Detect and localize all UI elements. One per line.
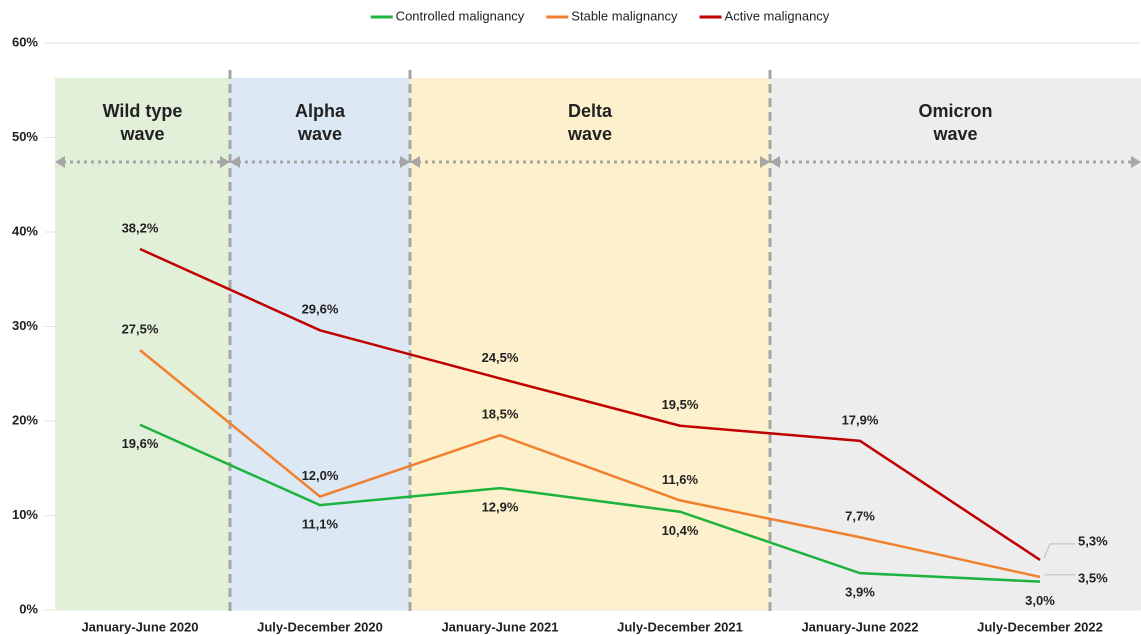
x-tick-label: January-June 2022	[801, 619, 918, 634]
legend-label: Active malignancy	[725, 8, 830, 23]
data-label: 12,0%	[302, 468, 339, 483]
x-tick-label: July-December 2022	[977, 619, 1103, 634]
data-label: 19,5%	[662, 397, 699, 412]
y-tick-label: 20%	[12, 412, 38, 427]
data-label: 17,9%	[842, 412, 879, 427]
data-label: 3,5%	[1078, 570, 1108, 585]
wave-label: wave	[567, 124, 612, 144]
data-label: 38,2%	[122, 220, 159, 235]
x-tick-label: January-June 2021	[441, 619, 558, 634]
series-line	[139, 247, 1041, 561]
data-label: 18,5%	[482, 407, 519, 422]
data-label: 29,6%	[302, 302, 339, 317]
y-tick-label: 0%	[19, 601, 38, 616]
wave-region	[410, 78, 770, 610]
data-label: 11,1%	[302, 517, 339, 532]
x-tick-label: July-December 2021	[617, 619, 743, 634]
series-line	[139, 349, 1041, 579]
data-label: 27,5%	[122, 322, 159, 337]
wave-label: wave	[297, 124, 342, 144]
wave-label: Wild type	[103, 101, 183, 121]
wave-label: Omicron	[918, 101, 992, 121]
x-tick-label: July-December 2020	[257, 619, 383, 634]
y-tick-label: 60%	[12, 34, 38, 49]
wave-region	[230, 78, 410, 610]
data-label: 3,0%	[1025, 593, 1055, 608]
wave-label: Delta	[568, 101, 613, 121]
data-label: 12,9%	[482, 500, 519, 515]
data-label: 5,3%	[1078, 533, 1108, 548]
legend: Controlled malignancy Stable malignancy Ac…	[370, 8, 830, 23]
data-label: 7,7%	[845, 509, 875, 524]
wave-label: wave	[119, 124, 164, 144]
leader-line	[1043, 543, 1075, 559]
data-label: 3,9%	[845, 585, 875, 600]
y-tick-label: 30%	[12, 318, 38, 333]
data-label: 19,6%	[122, 436, 159, 451]
series-line	[139, 423, 1041, 583]
x-tick-label: January-June 2020	[81, 619, 198, 634]
wave-label: wave	[932, 124, 977, 144]
legend-label: Stable malignancy	[571, 8, 678, 23]
wave-region	[55, 78, 230, 610]
data-label: 11,6%	[662, 472, 699, 487]
data-label: 24,5%	[482, 350, 519, 365]
wave-region	[770, 78, 1141, 610]
y-tick-label: 40%	[12, 223, 38, 238]
data-label: 10,4%	[662, 523, 699, 538]
wave-label: Alpha	[295, 101, 346, 121]
legend-label: Controlled malignancy	[396, 8, 525, 23]
y-tick-label: 50%	[12, 129, 38, 144]
y-tick-label: 10%	[12, 507, 38, 522]
